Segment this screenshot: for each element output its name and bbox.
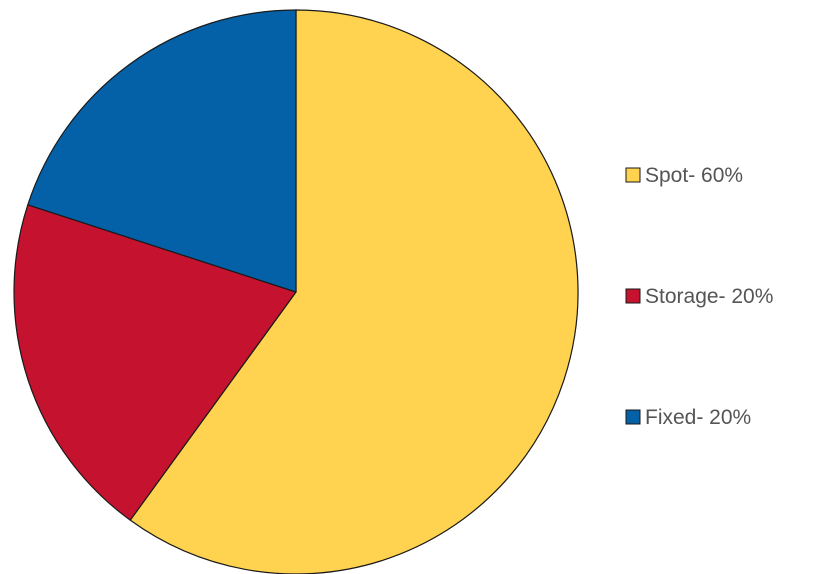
pie-slice-fixed bbox=[27, 9, 297, 293]
legend-item-fixed: Fixed- 20% bbox=[625, 406, 751, 429]
legend-item-storage: Storage- 20% bbox=[625, 285, 773, 308]
legend-label-spot: Spot- 60% bbox=[645, 164, 743, 187]
legend-label-fixed: Fixed- 20% bbox=[645, 406, 751, 429]
legend-item-spot: Spot- 60% bbox=[625, 164, 743, 187]
legend-label-storage: Storage- 20% bbox=[645, 285, 773, 308]
legend-swatch-fixed bbox=[625, 409, 641, 425]
pie-slice-storage bbox=[13, 204, 297, 521]
legend-swatch-storage bbox=[625, 288, 641, 304]
legend: Spot- 60% Storage- 20% Fixed- 20% bbox=[625, 164, 773, 429]
pie-slices bbox=[13, 9, 579, 574]
pie-slice-spot bbox=[129, 9, 579, 574]
legend-swatch-spot bbox=[625, 167, 641, 183]
